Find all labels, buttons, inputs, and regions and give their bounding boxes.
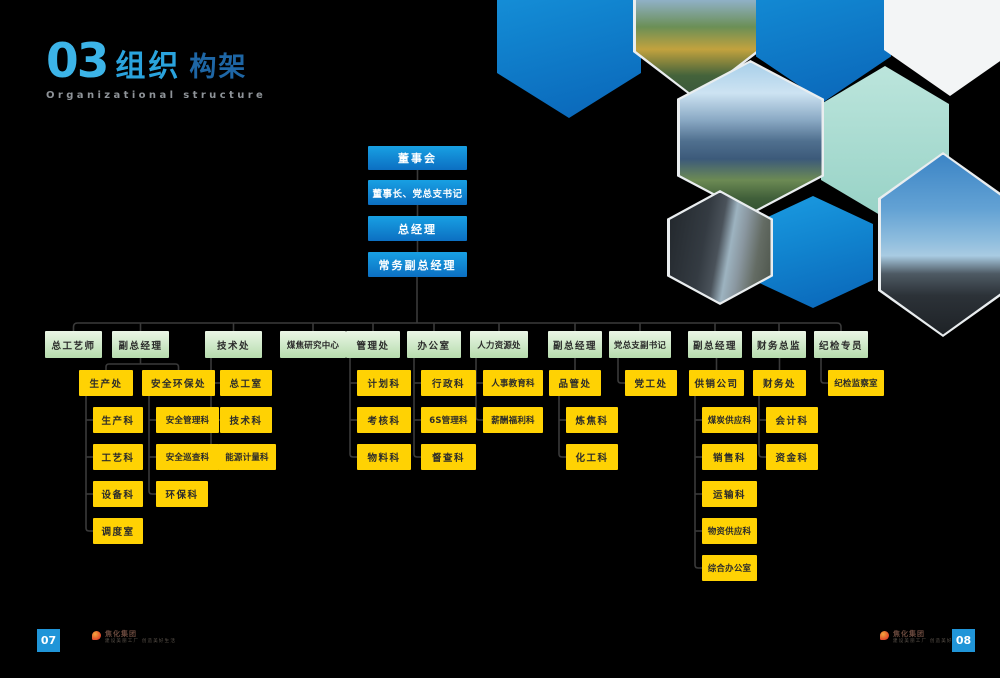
page-title: 03 组织 构架 Organizational structure: [46, 34, 267, 101]
org-node-b4: 常务副总经理: [368, 252, 467, 277]
org-node-y_zhbg: 综合办公室: [702, 555, 757, 581]
org-node-y_scc: 生产处: [79, 370, 133, 396]
org-node-g4: 煤焦研究中心: [280, 331, 346, 358]
title-zh-primary: 组织: [115, 49, 182, 84]
org-node-g9: 党总支副书记: [609, 331, 671, 358]
org-node-g3: 技术处: [205, 331, 262, 358]
org-node-g12: 纪检专员: [814, 331, 868, 358]
page-number-right: 08: [952, 629, 975, 652]
org-node-y_aqxc: 安全巡查科: [156, 444, 219, 470]
org-node-y_zgs: 总工室: [220, 370, 272, 396]
org-node-y_gxgs: 供销公司: [689, 370, 744, 396]
org-node-g1: 总工艺师: [45, 331, 102, 358]
org-node-y_aqhb: 安全环保处: [142, 370, 215, 396]
hexagon-photo-smokestacks: [677, 60, 824, 215]
org-node-y_ljk: 炼焦科: [566, 407, 618, 433]
brand-name: 焦化集团: [893, 630, 925, 638]
org-node-y_cwc: 财务处: [753, 370, 806, 396]
brand-slogan: 建设美丽工厂 创造美好生活: [105, 639, 177, 644]
org-node-y_sbk: 设备科: [93, 481, 143, 507]
org-node-y_xsk: 销售科: [702, 444, 757, 470]
title-zh-secondary: 构架: [189, 52, 248, 83]
org-node-y_wzgy: 物资供应科: [702, 518, 757, 544]
org-node-y_6s: 6S管理科: [421, 407, 476, 433]
org-node-y_pgc: 品管处: [549, 370, 601, 396]
org-node-y_khk: 考核科: [357, 407, 411, 433]
hexagon-photo-coke-oven: [667, 190, 773, 305]
org-node-y_jjjc: 纪检监察室: [828, 370, 884, 396]
org-node-b3: 总经理: [368, 216, 467, 241]
org-node-y_rsjy: 人事教育科: [483, 370, 543, 396]
brand-slogan: 建设美丽工厂 创造美好生活: [893, 639, 965, 644]
brand-flame-icon: [92, 631, 101, 640]
org-node-g6: 办公室: [407, 331, 461, 358]
org-node-y_xzk: 行政科: [421, 370, 476, 396]
org-node-y_dgc: 党工处: [625, 370, 677, 396]
org-node-y_dck: 督查科: [421, 444, 476, 470]
org-node-y_dds: 调度室: [93, 518, 143, 544]
title-subtitle-en: Organizational structure: [46, 90, 267, 101]
org-node-y_aqgl: 安全管理科: [156, 407, 219, 433]
org-node-y_hgk: 化工科: [566, 444, 618, 470]
org-node-g7: 人力资源处: [470, 331, 528, 358]
org-node-g11: 财务总监: [752, 331, 806, 358]
org-node-y_jhk: 计划科: [357, 370, 411, 396]
section-number: 03: [46, 34, 109, 89]
org-node-g5: 管理处: [346, 331, 400, 358]
org-node-g8: 副总经理: [548, 331, 602, 358]
org-node-g2: 副总经理: [112, 331, 169, 358]
org-node-y_kjk: 会计科: [766, 407, 818, 433]
brand-mark-left: 焦化集团 建设美丽工厂 创造美好生活: [92, 630, 176, 645]
org-node-y_mtgy: 煤炭供应科: [702, 407, 757, 433]
brand-flame-icon: [880, 631, 889, 640]
org-node-b1: 董事会: [368, 146, 467, 170]
org-node-y_hbk: 环保科: [156, 481, 208, 507]
org-node-g10: 副总经理: [688, 331, 742, 358]
org-node-y_gyk: 工艺科: [93, 444, 143, 470]
org-node-y_nyjl: 能源计量科: [218, 444, 276, 470]
org-node-y_sck: 生产科: [93, 407, 143, 433]
page-number-left: 07: [37, 629, 60, 652]
org-node-y_ysk: 运输科: [702, 481, 757, 507]
org-node-y_wlk: 物料科: [357, 444, 411, 470]
org-node-y_zjk: 资金科: [766, 444, 818, 470]
org-node-y_jsk: 技术科: [220, 407, 272, 433]
brand-mark-right: 焦化集团 建设美丽工厂 创造美好生活: [880, 630, 964, 645]
org-node-y_xcfl: 薪酬福利科: [483, 407, 543, 433]
brand-name: 焦化集团: [105, 630, 137, 638]
org-node-b2: 董事长、党总支书记: [368, 180, 467, 205]
